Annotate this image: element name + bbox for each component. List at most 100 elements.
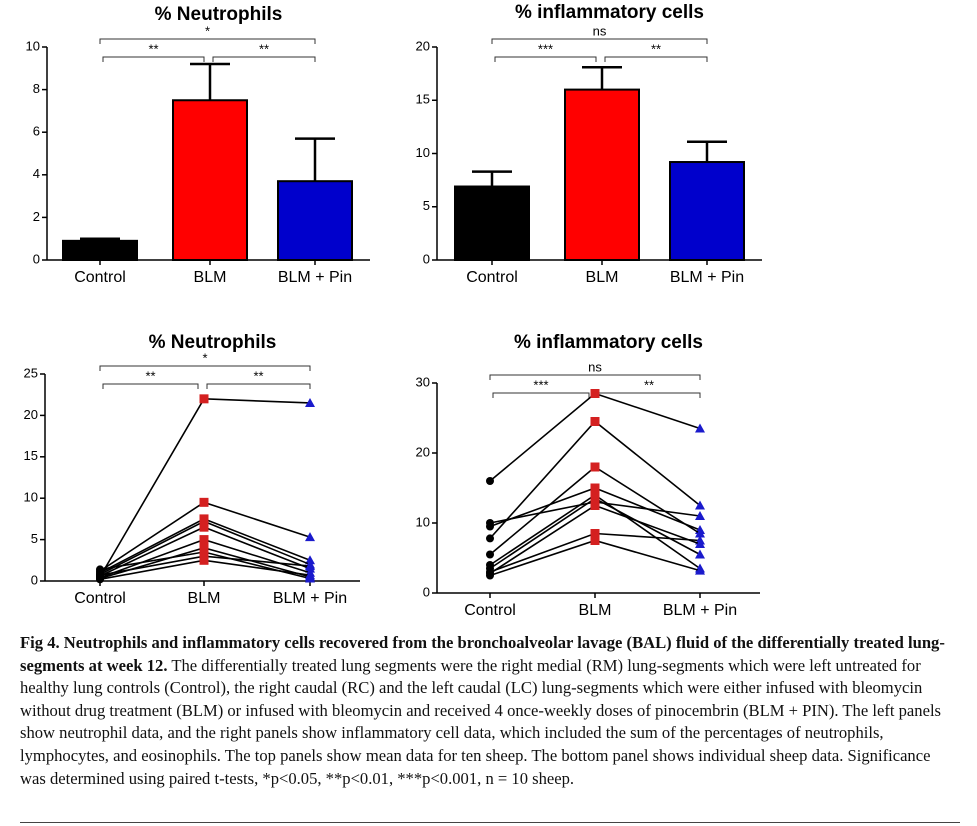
bar: [172, 99, 248, 261]
marker: [695, 528, 705, 538]
marker: [486, 571, 494, 580]
marker: [590, 417, 600, 426]
x-tick-label: BLM: [586, 269, 619, 286]
chart-title: % Neutrophils: [149, 332, 277, 353]
y-tick-label: 0: [423, 251, 430, 266]
significance-bracket: [206, 383, 311, 389]
marker: [695, 565, 705, 575]
y-tick-label: 0: [31, 572, 38, 587]
y-tick-label: 30: [416, 374, 430, 389]
significance-label: **: [148, 41, 158, 56]
significance-label: ns: [588, 359, 602, 374]
y-tick-label: 0: [33, 251, 40, 266]
marker: [199, 535, 209, 545]
marker: [695, 549, 705, 559]
significance-label: **: [651, 41, 661, 56]
marker: [590, 389, 600, 398]
significance-bracket: [99, 365, 311, 371]
marker: [199, 555, 209, 565]
y-tick-label: 0: [423, 584, 430, 599]
marker: [695, 423, 705, 433]
y-tick-label: 4: [33, 166, 40, 181]
bar: [564, 88, 640, 261]
x-tick-label: Control: [74, 590, 126, 607]
y-tick-label: 15: [416, 92, 430, 107]
marker: [695, 511, 705, 520]
x-tick-label: BLM + Pin: [670, 269, 744, 286]
y-tick-label: 10: [416, 514, 430, 529]
marker: [695, 539, 705, 548]
caption-heading: Fig 4. Neutrophils and inflammatory cell…: [20, 633, 945, 675]
y-tick-label: 20: [416, 444, 430, 459]
y-tick-label: 5: [31, 531, 38, 546]
marker: [199, 497, 209, 507]
x-tick-label: Control: [74, 269, 126, 286]
bar: [669, 161, 745, 262]
x-tick-label: BLM: [194, 269, 227, 286]
significance-bracket: [494, 56, 597, 62]
significance-bracket: [597, 392, 701, 398]
y-tick-label: 8: [33, 81, 40, 96]
significance-bracket: [212, 56, 316, 62]
significance-label: ns: [593, 23, 607, 38]
marker: [590, 494, 600, 503]
caption-body: The differentially treated lung segments…: [20, 655, 942, 788]
significance-bracket: [489, 374, 701, 380]
significance-bracket: [102, 56, 205, 62]
significance-bracket: [604, 56, 708, 62]
x-tick-label: BLM: [579, 602, 612, 619]
marker: [305, 532, 315, 542]
chart-title: % inflammatory cells: [515, 2, 704, 23]
significance-label: ***: [533, 377, 548, 392]
marker: [590, 462, 600, 472]
significance-label: ***: [538, 41, 553, 56]
marker: [590, 536, 600, 545]
marker: [486, 550, 494, 559]
marker: [590, 529, 600, 538]
x-tick-label: BLM: [188, 590, 221, 607]
significance-label: **: [259, 41, 269, 56]
marker: [305, 397, 315, 407]
marker: [96, 575, 104, 584]
caption: Fig 4. Neutrophils and inflammatory cell…: [20, 632, 960, 790]
y-tick-label: 2: [33, 209, 40, 224]
y-tick-label: 6: [33, 124, 40, 139]
x-tick-label: Control: [466, 269, 518, 286]
significance-bracket: [492, 392, 590, 398]
marker: [199, 522, 209, 532]
marker: [590, 483, 600, 493]
chart-title: % inflammatory cells: [514, 332, 703, 353]
y-tick-label: 20: [24, 407, 38, 422]
y-tick-label: 20: [416, 38, 430, 53]
marker: [96, 565, 104, 574]
significance-label: *: [205, 23, 210, 38]
marker: [486, 534, 494, 543]
y-tick-label: 10: [416, 145, 430, 160]
significance-label: **: [644, 377, 654, 392]
y-tick-label: 5: [423, 198, 430, 213]
significance-label: **: [145, 368, 155, 383]
x-tick-label: BLM + Pin: [273, 590, 347, 607]
bar: [62, 239, 138, 262]
sheep-line: [489, 420, 701, 539]
marker: [199, 516, 209, 526]
marker: [695, 500, 705, 510]
significance-bracket: [491, 38, 708, 44]
x-tick-label: BLM + Pin: [663, 602, 737, 619]
marker: [486, 477, 494, 485]
significance-label: *: [202, 350, 207, 365]
y-tick-label: 10: [24, 490, 38, 505]
significance-label: **: [253, 368, 263, 383]
significance-bracket: [102, 383, 199, 389]
y-tick-label: 15: [24, 448, 38, 463]
bar: [454, 185, 530, 261]
chart-title: % Neutrophils: [155, 4, 283, 25]
marker: [199, 394, 209, 404]
marker: [486, 522, 494, 531]
marker: [590, 501, 600, 510]
x-tick-label: BLM + Pin: [278, 269, 352, 286]
significance-bracket: [99, 38, 316, 44]
y-tick-label: 10: [26, 38, 40, 53]
marker: [305, 561, 315, 571]
